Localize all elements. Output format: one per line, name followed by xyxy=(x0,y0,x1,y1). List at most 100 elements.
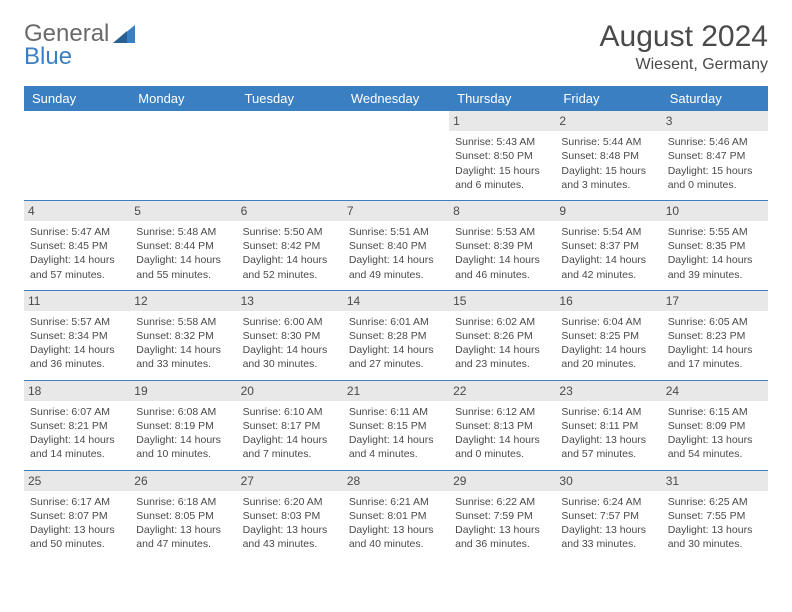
calendar-day-cell: 28Sunrise: 6:21 AMSunset: 8:01 PMDayligh… xyxy=(343,470,449,559)
calendar-day-cell: 25Sunrise: 6:17 AMSunset: 8:07 PMDayligh… xyxy=(24,470,130,559)
calendar-week-row: 25Sunrise: 6:17 AMSunset: 8:07 PMDayligh… xyxy=(24,470,768,559)
daylight-text: Daylight: 13 hours and 40 minutes. xyxy=(349,523,443,551)
day-number-blank xyxy=(343,111,449,131)
sunset-text: Sunset: 8:35 PM xyxy=(668,239,762,253)
sunset-text: Sunset: 8:21 PM xyxy=(30,419,124,433)
sunrise-text: Sunrise: 5:44 AM xyxy=(561,135,655,149)
sunset-text: Sunset: 8:44 PM xyxy=(136,239,230,253)
calendar-day-cell: 2Sunrise: 5:44 AMSunset: 8:48 PMDaylight… xyxy=(555,111,661,200)
sunrise-text: Sunrise: 6:11 AM xyxy=(349,405,443,419)
day-number: 29 xyxy=(449,471,555,491)
calendar-day-cell: 5Sunrise: 5:48 AMSunset: 8:44 PMDaylight… xyxy=(130,200,236,290)
calendar-day-cell: 13Sunrise: 6:00 AMSunset: 8:30 PMDayligh… xyxy=(237,290,343,380)
calendar-day-cell: 1Sunrise: 5:43 AMSunset: 8:50 PMDaylight… xyxy=(449,111,555,200)
daylight-text: Daylight: 14 hours and 4 minutes. xyxy=(349,433,443,461)
sunset-text: Sunset: 8:30 PM xyxy=(243,329,337,343)
sunrise-text: Sunrise: 6:18 AM xyxy=(136,495,230,509)
sunrise-text: Sunrise: 5:46 AM xyxy=(668,135,762,149)
daylight-text: Daylight: 14 hours and 7 minutes. xyxy=(243,433,337,461)
weekday-header: Saturday xyxy=(662,86,768,111)
day-number: 7 xyxy=(343,201,449,221)
calendar-day-cell: 10Sunrise: 5:55 AMSunset: 8:35 PMDayligh… xyxy=(662,200,768,290)
day-number: 12 xyxy=(130,291,236,311)
sunset-text: Sunset: 8:03 PM xyxy=(243,509,337,523)
daylight-text: Daylight: 14 hours and 39 minutes. xyxy=(668,253,762,281)
sunrise-text: Sunrise: 5:51 AM xyxy=(349,225,443,239)
sunrise-text: Sunrise: 5:57 AM xyxy=(30,315,124,329)
day-number: 17 xyxy=(662,291,768,311)
sunrise-text: Sunrise: 6:10 AM xyxy=(243,405,337,419)
weekday-header: Tuesday xyxy=(237,86,343,111)
calendar-day-cell: 26Sunrise: 6:18 AMSunset: 8:05 PMDayligh… xyxy=(130,470,236,559)
calendar-day-cell: 31Sunrise: 6:25 AMSunset: 7:55 PMDayligh… xyxy=(662,470,768,559)
day-number: 10 xyxy=(662,201,768,221)
daylight-text: Daylight: 15 hours and 0 minutes. xyxy=(668,164,762,192)
day-number: 16 xyxy=(555,291,661,311)
daylight-text: Daylight: 14 hours and 52 minutes. xyxy=(243,253,337,281)
day-number: 2 xyxy=(555,111,661,131)
daylight-text: Daylight: 14 hours and 46 minutes. xyxy=(455,253,549,281)
day-number-blank xyxy=(237,111,343,131)
day-number: 20 xyxy=(237,381,343,401)
day-number: 3 xyxy=(662,111,768,131)
daylight-text: Daylight: 14 hours and 23 minutes. xyxy=(455,343,549,371)
sunrise-text: Sunrise: 6:21 AM xyxy=(349,495,443,509)
day-number: 6 xyxy=(237,201,343,221)
sunset-text: Sunset: 8:01 PM xyxy=(349,509,443,523)
sunset-text: Sunset: 8:09 PM xyxy=(668,419,762,433)
sunset-text: Sunset: 8:37 PM xyxy=(561,239,655,253)
sunrise-text: Sunrise: 6:14 AM xyxy=(561,405,655,419)
calendar-day-cell: 22Sunrise: 6:12 AMSunset: 8:13 PMDayligh… xyxy=(449,380,555,470)
day-number: 23 xyxy=(555,381,661,401)
day-number: 9 xyxy=(555,201,661,221)
calendar-day-cell: 6Sunrise: 5:50 AMSunset: 8:42 PMDaylight… xyxy=(237,200,343,290)
daylight-text: Daylight: 14 hours and 27 minutes. xyxy=(349,343,443,371)
calendar-day-cell: 17Sunrise: 6:05 AMSunset: 8:23 PMDayligh… xyxy=(662,290,768,380)
day-number: 14 xyxy=(343,291,449,311)
daylight-text: Daylight: 15 hours and 3 minutes. xyxy=(561,164,655,192)
calendar-day-cell: 24Sunrise: 6:15 AMSunset: 8:09 PMDayligh… xyxy=(662,380,768,470)
sunrise-text: Sunrise: 6:25 AM xyxy=(668,495,762,509)
sunrise-text: Sunrise: 6:12 AM xyxy=(455,405,549,419)
daylight-text: Daylight: 14 hours and 57 minutes. xyxy=(30,253,124,281)
day-number: 13 xyxy=(237,291,343,311)
calendar-day-cell xyxy=(130,111,236,200)
sunset-text: Sunset: 8:50 PM xyxy=(455,149,549,163)
daylight-text: Daylight: 13 hours and 43 minutes. xyxy=(243,523,337,551)
day-number: 27 xyxy=(237,471,343,491)
sunset-text: Sunset: 8:11 PM xyxy=(561,419,655,433)
sunset-text: Sunset: 8:28 PM xyxy=(349,329,443,343)
day-number: 8 xyxy=(449,201,555,221)
day-number: 18 xyxy=(24,381,130,401)
day-number: 1 xyxy=(449,111,555,131)
sunrise-text: Sunrise: 5:54 AM xyxy=(561,225,655,239)
sunset-text: Sunset: 8:15 PM xyxy=(349,419,443,433)
sunset-text: Sunset: 8:32 PM xyxy=(136,329,230,343)
calendar-day-cell xyxy=(343,111,449,200)
daylight-text: Daylight: 14 hours and 17 minutes. xyxy=(668,343,762,371)
sunrise-text: Sunrise: 5:58 AM xyxy=(136,315,230,329)
sunset-text: Sunset: 8:45 PM xyxy=(30,239,124,253)
sunset-text: Sunset: 8:47 PM xyxy=(668,149,762,163)
header: General August 2024 Wiesent, Germany xyxy=(24,20,768,74)
sunrise-text: Sunrise: 5:48 AM xyxy=(136,225,230,239)
day-number-blank xyxy=(130,111,236,131)
calendar-day-cell: 4Sunrise: 5:47 AMSunset: 8:45 PMDaylight… xyxy=(24,200,130,290)
calendar-day-cell: 21Sunrise: 6:11 AMSunset: 8:15 PMDayligh… xyxy=(343,380,449,470)
calendar-day-cell: 8Sunrise: 5:53 AMSunset: 8:39 PMDaylight… xyxy=(449,200,555,290)
calendar-table: SundayMondayTuesdayWednesdayThursdayFrid… xyxy=(24,86,768,559)
daylight-text: Daylight: 14 hours and 49 minutes. xyxy=(349,253,443,281)
daylight-text: Daylight: 15 hours and 6 minutes. xyxy=(455,164,549,192)
calendar-week-row: 11Sunrise: 5:57 AMSunset: 8:34 PMDayligh… xyxy=(24,290,768,380)
daylight-text: Daylight: 13 hours and 36 minutes. xyxy=(455,523,549,551)
calendar-day-cell: 20Sunrise: 6:10 AMSunset: 8:17 PMDayligh… xyxy=(237,380,343,470)
sunset-text: Sunset: 8:23 PM xyxy=(668,329,762,343)
sunrise-text: Sunrise: 5:53 AM xyxy=(455,225,549,239)
calendar-day-cell: 16Sunrise: 6:04 AMSunset: 8:25 PMDayligh… xyxy=(555,290,661,380)
sunrise-text: Sunrise: 6:20 AM xyxy=(243,495,337,509)
daylight-text: Daylight: 13 hours and 57 minutes. xyxy=(561,433,655,461)
sunset-text: Sunset: 7:57 PM xyxy=(561,509,655,523)
day-number: 11 xyxy=(24,291,130,311)
daylight-text: Daylight: 14 hours and 36 minutes. xyxy=(30,343,124,371)
calendar-day-cell: 18Sunrise: 6:07 AMSunset: 8:21 PMDayligh… xyxy=(24,380,130,470)
